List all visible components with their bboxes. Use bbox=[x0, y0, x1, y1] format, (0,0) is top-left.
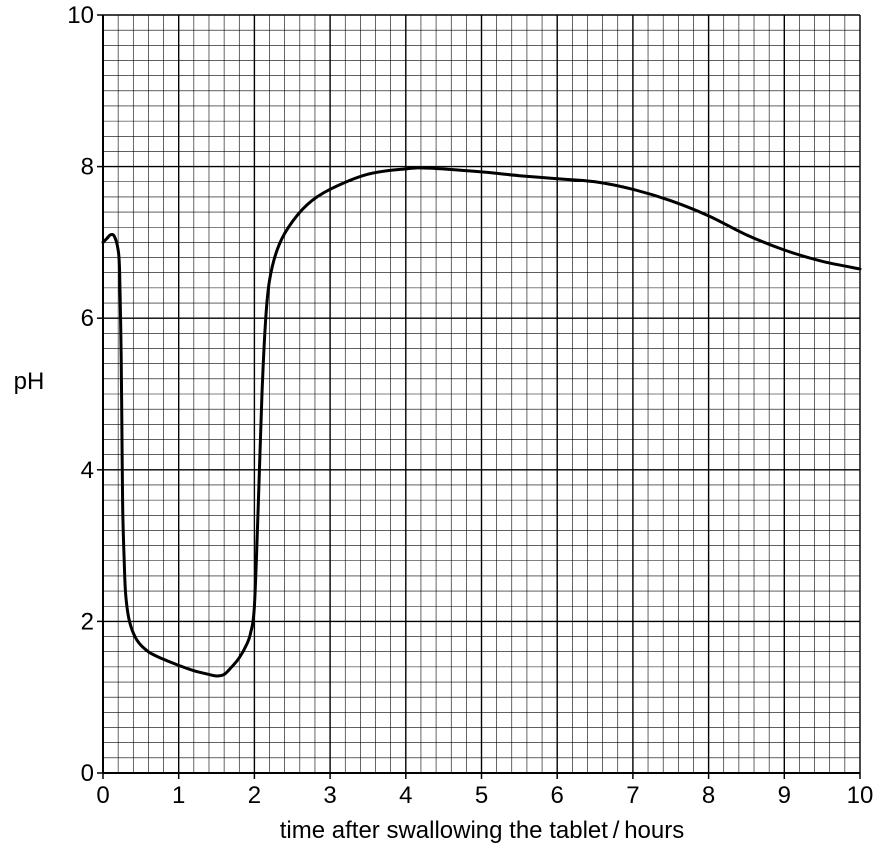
x-tick-label: 1 bbox=[172, 782, 185, 809]
y-axis-label: pH bbox=[14, 368, 45, 395]
x-tick-label: 4 bbox=[399, 782, 412, 809]
y-tick-label: 8 bbox=[81, 154, 94, 181]
y-axis-tick-labels: 0 2 4 6 8 10 bbox=[67, 2, 94, 787]
axes bbox=[97, 14, 861, 779]
y-tick-label: 10 bbox=[67, 2, 94, 29]
x-tick-label: 7 bbox=[626, 782, 639, 809]
series-group bbox=[101, 166, 862, 678]
x-axis-label: time after swallowing the tablet / hours bbox=[280, 817, 684, 844]
x-tick-label: 8 bbox=[702, 782, 715, 809]
x-tick-label: 2 bbox=[248, 782, 261, 809]
y-tick-label: 2 bbox=[81, 608, 94, 635]
y-tick-label: 4 bbox=[81, 457, 94, 484]
x-tick-label: 5 bbox=[475, 782, 488, 809]
x-tick-label: 6 bbox=[551, 782, 564, 809]
x-axis-tick-labels: 0 1 2 3 4 5 6 7 8 9 10 bbox=[96, 782, 873, 809]
y-tick-label: 6 bbox=[81, 305, 94, 332]
series-line-ph bbox=[101, 166, 862, 678]
y-tick-label: 0 bbox=[81, 760, 94, 787]
x-tick-label: 9 bbox=[778, 782, 791, 809]
x-tick-label: 3 bbox=[323, 782, 336, 809]
x-tick-label: 10 bbox=[847, 782, 874, 809]
x-tick-label: 0 bbox=[96, 782, 109, 809]
